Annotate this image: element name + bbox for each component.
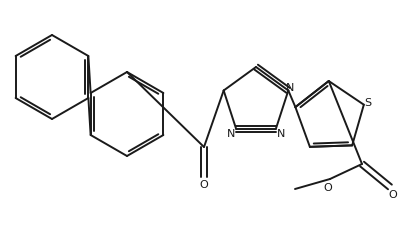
Text: N: N	[286, 83, 294, 93]
Text: N: N	[227, 128, 235, 139]
Text: N: N	[277, 128, 285, 139]
Text: O: O	[200, 179, 208, 189]
Text: S: S	[364, 98, 372, 108]
Text: O: O	[324, 182, 332, 192]
Text: O: O	[389, 189, 397, 199]
